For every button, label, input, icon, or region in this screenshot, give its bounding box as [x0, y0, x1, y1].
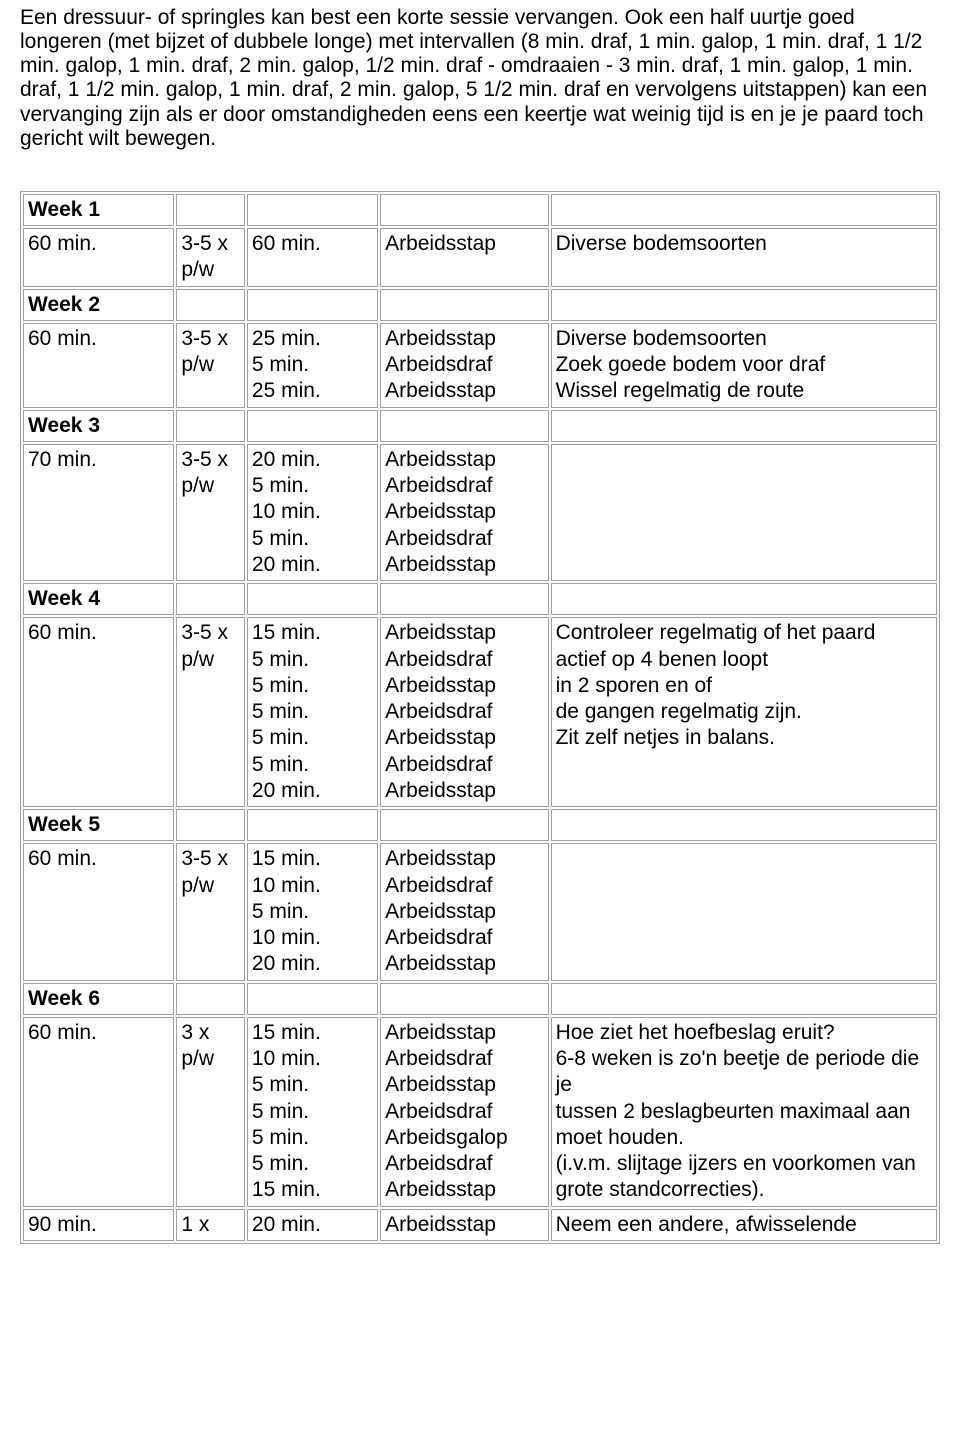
week-label: Week 5 — [23, 809, 174, 841]
week-label: Week 4 — [23, 583, 174, 615]
cell-duration: 90 min. — [23, 1209, 174, 1241]
cell-frequency: 3-5 x p/w — [176, 228, 245, 287]
table-row: 60 min. 3-5 x p/w 15 min.5 min.5 min.5 m… — [23, 617, 937, 807]
cell-duration: 70 min. — [23, 444, 174, 581]
empty-cell — [380, 194, 548, 226]
week-label: Week 6 — [23, 983, 174, 1015]
table-row: Week 2 — [23, 289, 937, 321]
table-row: 90 min. 1 x 20 min. Arbeidsstap Neem een… — [23, 1209, 937, 1241]
table-row: 60 min. 3 x p/w 15 min.10 min.5 min.5 mi… — [23, 1017, 937, 1207]
cell-notes: Controleer regelmatig of het paardactief… — [551, 617, 937, 807]
table-row: 60 min. 3-5 x p/w 25 min.5 min.25 min. A… — [23, 323, 937, 408]
table-row: Week 4 — [23, 583, 937, 615]
empty-cell — [380, 410, 548, 442]
empty-cell — [247, 194, 378, 226]
empty-cell — [551, 583, 937, 615]
empty-cell — [247, 289, 378, 321]
cell-gait: Arbeidsstap — [380, 1209, 548, 1241]
cell-frequency: 3-5 x p/w — [176, 617, 245, 807]
cell-frequency: 3-5 x p/w — [176, 323, 245, 408]
table-row: Week 6 — [23, 983, 937, 1015]
empty-cell — [176, 583, 245, 615]
training-schedule-table: Week 1 60 min. 3-5 x p/w 60 min. Arbeids… — [20, 191, 940, 1244]
cell-notes — [551, 843, 937, 980]
cell-gait: ArbeidsstapArbeidsdrafArbeidsstapArbeids… — [380, 617, 548, 807]
cell-duration: 60 min. — [23, 843, 174, 980]
empty-cell — [176, 289, 245, 321]
empty-cell — [551, 809, 937, 841]
table-row: 60 min. 3-5 x p/w 60 min. Arbeidsstap Di… — [23, 228, 937, 287]
cell-times: 25 min.5 min.25 min. — [247, 323, 378, 408]
empty-cell — [176, 194, 245, 226]
cell-gait: ArbeidsstapArbeidsdrafArbeidsstapArbeids… — [380, 843, 548, 980]
empty-cell — [247, 583, 378, 615]
empty-cell — [551, 983, 937, 1015]
cell-gait: ArbeidsstapArbeidsdrafArbeidsstap — [380, 323, 548, 408]
table-row: 60 min. 3-5 x p/w 15 min.10 min.5 min.10… — [23, 843, 937, 980]
cell-gait: ArbeidsstapArbeidsdrafArbeidsstapArbeids… — [380, 444, 548, 581]
cell-duration: 60 min. — [23, 617, 174, 807]
cell-times: 15 min.10 min.5 min.10 min.20 min. — [247, 843, 378, 980]
cell-duration: 60 min. — [23, 1017, 174, 1207]
table-row: Week 3 — [23, 410, 937, 442]
empty-cell — [551, 194, 937, 226]
cell-times: 60 min. — [247, 228, 378, 287]
cell-frequency: 1 x — [176, 1209, 245, 1241]
cell-notes — [551, 444, 937, 581]
cell-frequency: 3-5 x p/w — [176, 843, 245, 980]
empty-cell — [551, 289, 937, 321]
week-label: Week 2 — [23, 289, 174, 321]
intro-paragraph: Een dressuur- of springles kan best een … — [20, 6, 940, 151]
empty-cell — [247, 983, 378, 1015]
cell-notes: Hoe ziet het hoefbeslag eruit?6-8 weken … — [551, 1017, 937, 1207]
table-row: Week 5 — [23, 809, 937, 841]
empty-cell — [380, 583, 548, 615]
empty-cell — [176, 983, 245, 1015]
cell-times: 15 min.10 min.5 min.5 min.5 min.5 min.15… — [247, 1017, 378, 1207]
week-label: Week 3 — [23, 410, 174, 442]
cell-duration: 60 min. — [23, 323, 174, 408]
cell-notes: Diverse bodemsoortenZoek goede bodem voo… — [551, 323, 937, 408]
cell-gait: Arbeidsstap — [380, 228, 548, 287]
empty-cell — [247, 410, 378, 442]
cell-notes: Neem een andere, afwisselende — [551, 1209, 937, 1241]
empty-cell — [551, 410, 937, 442]
cell-times: 20 min.5 min.10 min.5 min.20 min. — [247, 444, 378, 581]
cell-frequency: 3 x p/w — [176, 1017, 245, 1207]
empty-cell — [380, 809, 548, 841]
table-row: Week 1 — [23, 194, 937, 226]
empty-cell — [380, 289, 548, 321]
empty-cell — [247, 809, 378, 841]
empty-cell — [176, 809, 245, 841]
cell-duration: 60 min. — [23, 228, 174, 287]
empty-cell — [176, 410, 245, 442]
cell-times: 15 min.5 min.5 min.5 min.5 min.5 min.20 … — [247, 617, 378, 807]
table-row: 70 min. 3-5 x p/w 20 min.5 min.10 min.5 … — [23, 444, 937, 581]
empty-cell — [380, 983, 548, 1015]
cell-times: 20 min. — [247, 1209, 378, 1241]
cell-gait: ArbeidsstapArbeidsdrafArbeidsstapArbeids… — [380, 1017, 548, 1207]
cell-frequency: 3-5 x p/w — [176, 444, 245, 581]
week-label: Week 1 — [23, 194, 174, 226]
cell-notes: Diverse bodemsoorten — [551, 228, 937, 287]
